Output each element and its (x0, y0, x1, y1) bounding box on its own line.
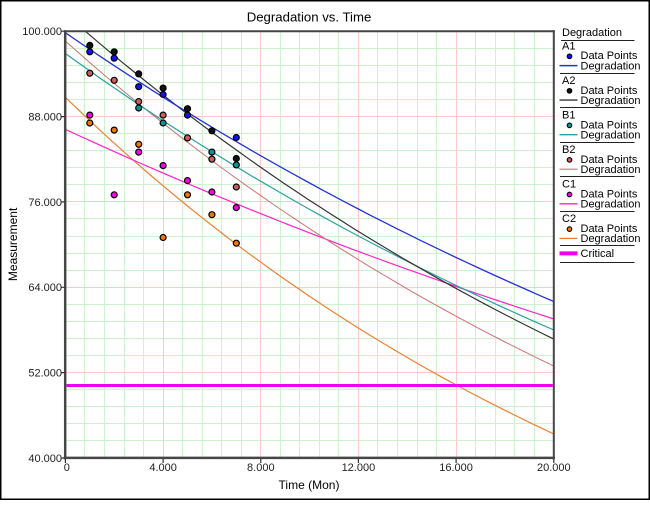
svg-text:Degradation: Degradation (581, 164, 641, 176)
svg-text:B2: B2 (562, 144, 575, 156)
svg-text:C1: C1 (562, 179, 576, 191)
svg-text:Degradation: Degradation (581, 60, 641, 72)
svg-text:Degradation vs. Time: Degradation vs. Time (247, 10, 372, 25)
svg-text:A2: A2 (562, 75, 575, 87)
svg-text:B1: B1 (562, 109, 575, 121)
svg-text:Time (Mon): Time (Mon) (279, 478, 340, 492)
svg-text:C2: C2 (562, 213, 576, 225)
svg-text:Data Points: Data Points (581, 85, 638, 97)
svg-text:Degradation: Degradation (581, 233, 641, 245)
svg-text:A1: A1 (562, 40, 575, 52)
svg-text:Degradation: Degradation (562, 27, 622, 39)
svg-text:8.000: 8.000 (247, 462, 275, 474)
svg-text:Data Points: Data Points (581, 223, 638, 235)
svg-text:Degradation: Degradation (581, 95, 641, 107)
svg-text:Data Points: Data Points (581, 119, 638, 131)
svg-text:40.000: 40.000 (28, 453, 62, 465)
svg-text:100.000: 100.000 (22, 26, 62, 38)
svg-text:76.000: 76.000 (28, 197, 62, 209)
svg-text:Degradation: Degradation (581, 129, 641, 141)
svg-text:Critical: Critical (581, 248, 615, 260)
svg-text:64.000: 64.000 (28, 282, 62, 294)
svg-text:88.000: 88.000 (28, 112, 62, 124)
svg-text:12.000: 12.000 (342, 462, 376, 474)
svg-text:Data Points: Data Points (581, 154, 638, 166)
svg-text:0: 0 (64, 462, 70, 474)
svg-text:52.000: 52.000 (28, 368, 62, 380)
svg-text:16.000: 16.000 (439, 462, 473, 474)
svg-text:20.000: 20.000 (537, 462, 571, 474)
svg-text:Data Points: Data Points (581, 50, 638, 62)
svg-text:Degradation: Degradation (581, 199, 641, 211)
svg-text:4.000: 4.000 (149, 462, 177, 474)
svg-text:Data Points: Data Points (581, 188, 638, 200)
svg-text:Measurement: Measurement (6, 207, 20, 281)
